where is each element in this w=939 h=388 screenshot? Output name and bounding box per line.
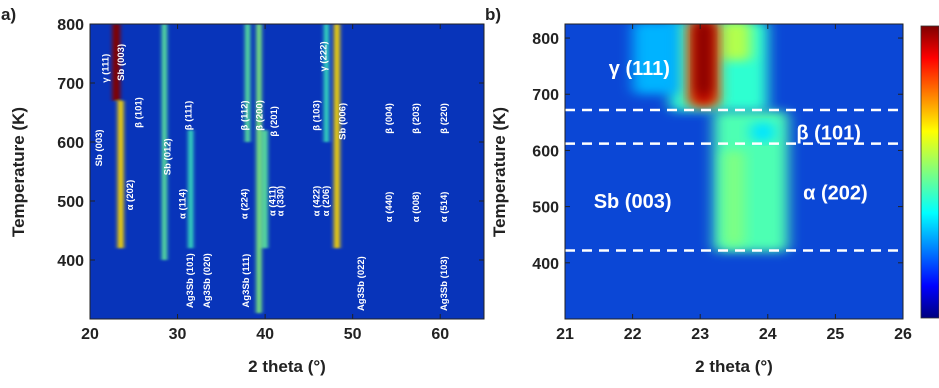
peak-annotation: γ (222) — [318, 41, 329, 71]
diffraction-band — [245, 24, 250, 142]
y-tick-label: 500 — [57, 194, 84, 211]
diffraction-band — [112, 24, 121, 101]
peak-annotation: Ag3Sb (101) — [185, 253, 196, 308]
peak-annotation: α (202) — [125, 180, 136, 211]
y-tick-label: 400 — [57, 253, 84, 270]
y-tick-label: 800 — [532, 31, 559, 48]
plot-frame-a — [89, 23, 485, 320]
phase-annotation: γ (111) — [609, 58, 670, 80]
peak-annotation: Sb (012) — [162, 138, 173, 175]
peak-annotation: β (112) — [239, 100, 250, 130]
x-tick-label: 50 — [344, 326, 362, 343]
peak-annotation: α (008) — [411, 192, 422, 223]
intensity-region — [720, 24, 751, 61]
diffraction-band — [256, 24, 262, 314]
y-tick-label: 500 — [532, 200, 559, 217]
peak-annotation: β (220) — [439, 103, 450, 134]
intensity-region — [750, 122, 775, 142]
diffraction-band — [262, 130, 268, 249]
panel-a-label: a) — [1, 5, 16, 24]
peak-annotation: Sb (006) — [338, 103, 349, 140]
peak-annotation: β (201) — [269, 106, 280, 137]
intensity-region — [696, 24, 711, 95]
peak-annotation: β (004) — [384, 103, 395, 134]
y-tick-label: 800 — [57, 17, 84, 34]
peak-annotation: Ag3Sb (020) — [202, 253, 213, 308]
panel-b-label: b) — [485, 5, 501, 24]
phase-annotation: α (202) — [803, 183, 868, 205]
peak-annotation: β (111) — [183, 101, 194, 131]
heatmap-panel-b: γ (111) β (101) Sb (003) α (202) 21 22 23 24 25… — [490, 23, 912, 376]
x-tick-label: 26 — [894, 326, 912, 343]
y-tick-label: 700 — [532, 87, 559, 104]
x-tick-label: 60 — [431, 326, 449, 343]
x-tick-label: 22 — [624, 326, 642, 343]
y-axis-label-a: Temperature (K) — [9, 107, 28, 237]
phase-annotation: Sb (003) — [594, 191, 672, 213]
peak-annotation: α (224) — [239, 189, 250, 220]
y-tick-label: 400 — [532, 256, 559, 273]
x-tick-label: 24 — [759, 326, 777, 343]
peak-annotation: α (114) — [177, 189, 188, 219]
peak-annotation: Ag3Sb (111) — [241, 254, 252, 308]
x-tick-label: 25 — [827, 326, 845, 343]
peak-annotation: α (422) — [311, 186, 322, 217]
peak-annotation: Sb (003) — [94, 129, 105, 166]
peak-annotation: Ag3Sb (103) — [439, 256, 450, 311]
heatmap-a-shade — [90, 24, 484, 319]
y-tick-label: 600 — [57, 135, 84, 152]
x-tick-label: 21 — [556, 326, 574, 343]
peak-annotation: α (514) — [439, 192, 450, 223]
x-axis-label-a: 2 theta (°) — [248, 357, 326, 376]
plot-frame-b — [564, 23, 904, 320]
diffraction-band — [188, 130, 193, 249]
intensity-region — [723, 150, 745, 246]
peak-annotation: β (203) — [411, 103, 422, 134]
peak-annotation: β (103) — [311, 100, 322, 131]
y-tick-label: 700 — [57, 76, 84, 93]
peak-annotation: α (411) — [267, 186, 278, 216]
x-tick-label: 30 — [169, 326, 187, 343]
peak-annotation: α (440) — [384, 192, 395, 223]
x-tick-label: 23 — [691, 326, 709, 343]
intensity-region — [632, 24, 680, 95]
peak-annotation: β (101) — [134, 97, 145, 128]
peak-annotation: β (200) — [254, 100, 265, 131]
peak-annotation: α (206) — [321, 186, 332, 217]
y-tick-label: 600 — [532, 143, 559, 160]
x-axis-label-b: 2 theta (°) — [695, 357, 773, 376]
diffraction-band — [117, 100, 124, 249]
peak-annotation: α (330) — [275, 186, 286, 217]
x-tick-label: 40 — [256, 326, 274, 343]
phase-annotation: β (101) — [796, 123, 860, 145]
peak-annotation: Ag3Sb (022) — [356, 256, 367, 311]
peak-annotation: γ (111) — [100, 54, 111, 83]
x-tick-label: 20 — [81, 326, 99, 343]
colorbar — [920, 25, 939, 319]
peak-annotation: Sb (003) — [116, 44, 127, 81]
y-axis-label-b: Temperature (K) — [490, 107, 509, 237]
heatmap-a-background — [90, 24, 484, 319]
diffraction-band — [334, 24, 340, 249]
diffraction-band — [324, 24, 329, 142]
heatmap-panel-a: γ (111) Sb (003) β (101) β (111) β (112) β (2… — [9, 17, 485, 376]
diffraction-band — [162, 24, 167, 260]
